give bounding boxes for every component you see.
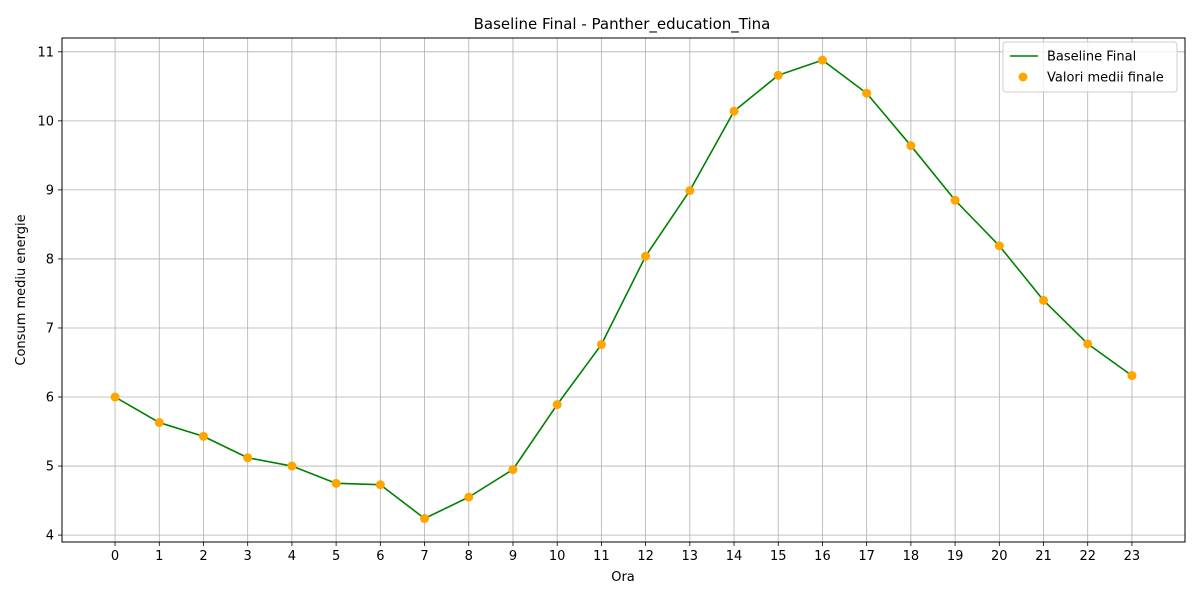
data-point	[773, 70, 783, 80]
data-point	[1039, 295, 1049, 305]
x-tick-label: 7	[420, 549, 428, 564]
x-tick-label: 6	[376, 549, 384, 564]
legend-box	[1002, 41, 1178, 93]
x-tick-label: 1	[155, 549, 163, 564]
series-points	[110, 55, 1137, 524]
x-tick-label: 0	[111, 549, 119, 564]
x-tick-label: 4	[288, 549, 296, 564]
x-tick-label: 15	[770, 549, 787, 564]
data-point	[862, 88, 872, 98]
y-tick-label: 7	[46, 321, 54, 336]
y-tick-label: 9	[46, 183, 54, 198]
data-point	[1083, 339, 1093, 349]
data-point	[729, 106, 739, 116]
series-line-baseline-final	[114, 59, 1133, 520]
data-point	[243, 453, 253, 463]
x-axis-label: Ora	[611, 570, 635, 585]
data-point	[154, 418, 164, 428]
x-tick-label: 5	[332, 549, 340, 564]
data-point	[464, 492, 474, 502]
data-point	[685, 186, 695, 196]
x-tick-label: 11	[593, 549, 610, 564]
legend-label-line: Baseline Final	[1047, 50, 1136, 65]
y-tick-label: 6	[46, 391, 54, 406]
y-axis-label: Consum mediu energie	[14, 214, 29, 365]
data-point	[198, 431, 208, 441]
legend-label-points: Valori medii finale	[1047, 71, 1164, 86]
data-point	[110, 392, 120, 402]
x-tick-label: 20	[991, 549, 1008, 564]
data-point	[817, 55, 827, 65]
x-tick-label: 17	[858, 549, 875, 564]
grid	[62, 38, 1185, 542]
x-tick-label: 10	[549, 549, 566, 564]
data-point	[331, 478, 341, 488]
data-point	[287, 461, 297, 471]
x-tick-label: 19	[947, 549, 964, 564]
data-point	[596, 340, 606, 350]
data-point	[375, 480, 385, 490]
y-tick-label: 5	[46, 460, 54, 475]
x-tick-label: 23	[1124, 549, 1141, 564]
y-axis-ticks: 4 5 6 7 8 9 10 11	[37, 45, 62, 544]
x-tick-label: 2	[199, 549, 207, 564]
data-point	[906, 141, 916, 151]
data-point	[552, 400, 562, 410]
x-tick-label: 12	[637, 549, 654, 564]
plot-frame	[61, 37, 1186, 543]
legend: Baseline Final Valori medii finale	[1002, 41, 1178, 93]
series-lines	[114, 59, 1133, 520]
y-tick-label: 8	[46, 252, 54, 267]
x-tick-label: 22	[1079, 549, 1096, 564]
data-point	[508, 465, 518, 475]
data-point	[1127, 371, 1137, 381]
data-point	[994, 241, 1004, 251]
x-tick-label: 9	[509, 549, 517, 564]
x-tick-label: 13	[682, 549, 699, 564]
y-tick-label: 10	[37, 114, 54, 129]
y-tick-label: 4	[46, 529, 54, 544]
data-point	[641, 251, 651, 261]
x-tick-label: 14	[726, 549, 743, 564]
legend-point-swatch	[1018, 72, 1028, 82]
x-tick-label: 18	[903, 549, 920, 564]
x-tick-label: 16	[814, 549, 831, 564]
chart-title: Baseline Final - Panther_education_Tina	[474, 15, 771, 34]
y-tick-label: 11	[37, 45, 54, 60]
x-tick-label: 3	[244, 549, 252, 564]
data-point	[420, 514, 430, 524]
data-point	[950, 195, 960, 205]
x-tick-label: 8	[465, 549, 473, 564]
x-tick-label: 21	[1035, 549, 1052, 564]
x-axis-ticks: 0 1 2 3 4 5 6 7 8 9 10 11 12 13 14 15 16 17 18 19 20 21 22 23	[111, 542, 1140, 564]
